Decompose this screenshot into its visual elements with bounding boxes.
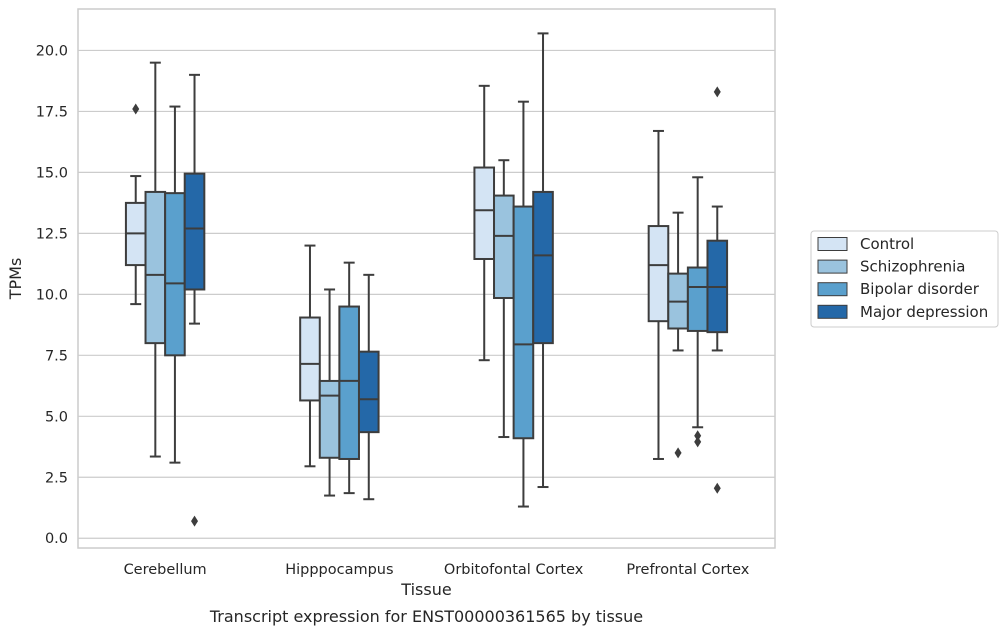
outlier-point <box>694 436 702 448</box>
box <box>357 273 380 501</box>
box <box>299 244 321 468</box>
box-series <box>124 32 729 527</box>
y-tick-label: 2.5 <box>45 470 68 486</box>
box-body <box>493 194 515 300</box>
outlier-point <box>191 515 199 527</box>
outlier-point <box>713 86 721 98</box>
box-body <box>144 190 167 345</box>
box <box>144 61 167 458</box>
x-axis-ticks: Cerebellum Hipppocampus Orbitofontal Corte… <box>124 562 750 578</box>
box <box>493 159 515 439</box>
box-body <box>512 205 535 440</box>
legend-label: Bipolar disorder <box>860 280 980 298</box>
y-tick-label: 7.5 <box>45 348 68 364</box>
legend-frame <box>810 230 999 328</box>
y-tick-label: 5.0 <box>45 409 68 425</box>
box-body <box>473 166 496 260</box>
x-tick-label: Hipppocampus <box>285 562 393 578</box>
x-tick-label: Orbitofontal Cortex <box>444 562 584 578</box>
outlier-point <box>713 482 721 494</box>
box-body <box>338 305 360 460</box>
box <box>164 105 186 464</box>
y-tick-label: 17.5 <box>36 104 68 120</box>
chart-caption: Transcript expression for ENST0000036156… <box>209 607 643 626</box>
y-axis-ticks: 0.0 2.5 5.0 7.5 10.0 12.5 15.0 17.5 20.0 <box>36 43 68 547</box>
legend: Control Schizophrenia Bipolar disorder Majo… <box>810 230 999 328</box>
y-tick-label: 20.0 <box>36 43 68 59</box>
outlier-point <box>132 103 140 115</box>
box <box>473 84 496 362</box>
box-body <box>164 192 186 357</box>
box <box>532 32 554 489</box>
legend-swatch <box>817 282 848 297</box>
y-tick-label: 10.0 <box>36 287 68 303</box>
box-body <box>686 266 709 332</box>
box <box>706 86 729 494</box>
x-tick-label: Cerebellum <box>124 562 207 578</box>
y-tick-label: 0.0 <box>45 531 68 547</box>
box <box>647 129 670 460</box>
legend-swatch <box>817 237 848 251</box>
outlier-point <box>694 430 702 442</box>
legend-swatch <box>817 304 848 319</box>
box <box>183 73 206 527</box>
box <box>667 211 689 459</box>
box-body <box>647 225 670 323</box>
box-body <box>357 350 380 434</box>
y-axis-label: TPMs <box>6 258 25 301</box>
legend-swatch <box>817 259 848 274</box>
y-tick-label: 12.5 <box>36 226 68 242</box>
x-tick-label: Prefrontal Cortex <box>626 562 749 578</box>
box-body <box>183 172 206 291</box>
legend-label: Major depression <box>860 303 988 321</box>
legend-label: Schizophrenia <box>860 258 965 276</box>
x-axis-label: Tissue <box>400 580 451 599</box>
box-body <box>532 190 554 345</box>
plot-frame <box>77 8 776 549</box>
y-tick-label: 15.0 <box>36 165 68 181</box>
legend-label: Control <box>860 235 914 253</box>
outlier-point <box>674 447 682 459</box>
box-body <box>318 379 341 459</box>
box-body <box>299 316 321 402</box>
